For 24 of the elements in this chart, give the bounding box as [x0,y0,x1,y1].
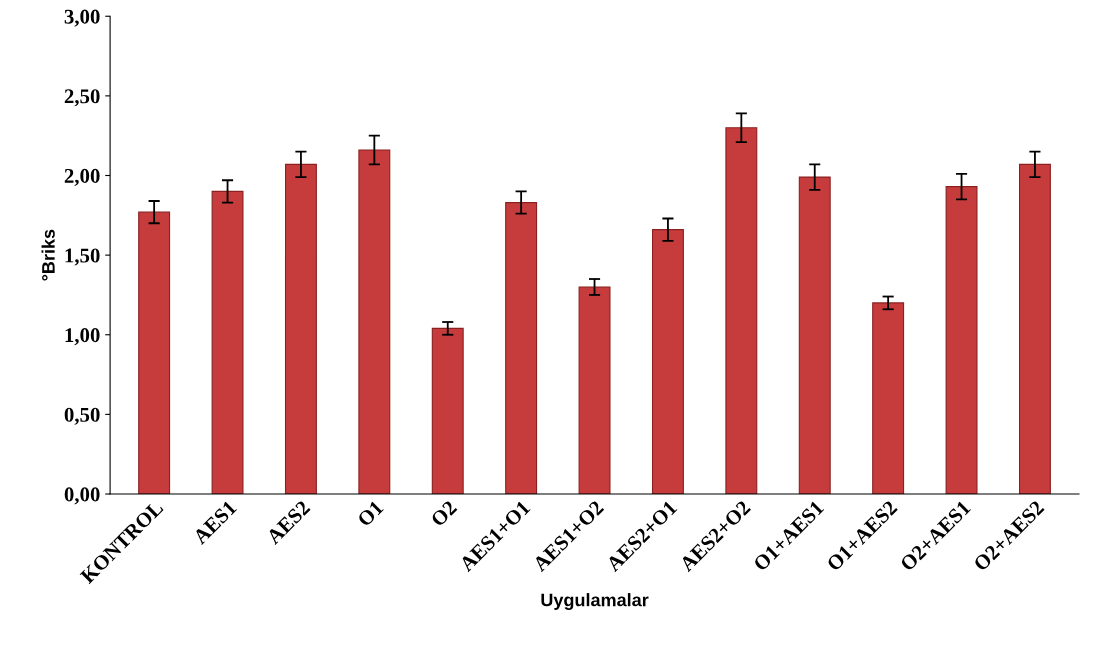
x-tick-label: O1 [356,500,384,528]
bar [725,127,758,494]
y-tick-label: 1,50 [65,248,100,266]
y-tick-label: 2,50 [64,89,100,107]
y-tick-label: 0,00 [64,487,100,505]
bar [578,286,611,494]
y-tick-label: 2,00 [64,168,100,186]
bar [945,186,978,494]
bar [211,190,244,494]
bar [358,149,391,494]
bar [651,229,684,494]
bar [505,202,538,494]
y-tick-label: 3,00 [64,9,100,27]
y-tick-label: 0,50 [64,407,100,425]
y-axis-title: °Briks [41,229,55,281]
y-tick-label: 1,00 [65,328,100,346]
bar [872,302,905,494]
bar [138,211,171,494]
bar [1018,163,1051,494]
bar [798,176,831,494]
x-axis-title: Uygulamalar [541,593,649,610]
bar [431,327,464,494]
x-tick-label: O2 [430,499,458,528]
bar [284,163,317,494]
